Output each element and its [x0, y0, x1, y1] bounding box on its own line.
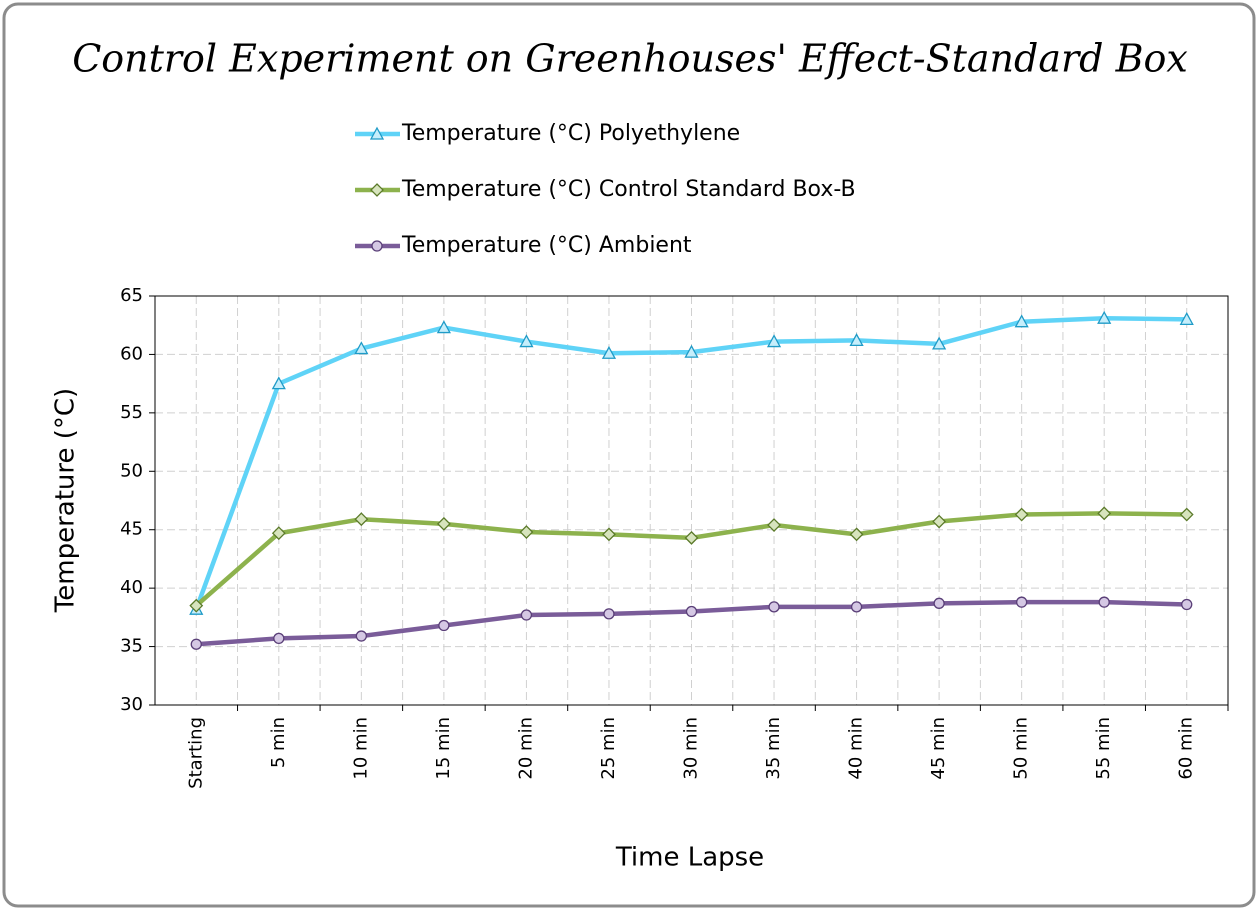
x-axis-label: Time Lapse [615, 843, 764, 873]
y-axis-label: Temperature (°C) [51, 388, 81, 613]
x-tick-label: 35 min [763, 717, 784, 780]
data-point [271, 526, 286, 541]
data-point [1097, 310, 1112, 324]
legend-marker [369, 126, 385, 140]
x-tick-label: 5 min [268, 717, 289, 768]
data-point [767, 518, 781, 532]
y-tick-label: 40 [120, 577, 143, 598]
x-tick-label: 10 min [350, 717, 371, 780]
data-point [1014, 507, 1029, 522]
x-tick-label: 15 min [433, 717, 454, 780]
data-point [189, 598, 204, 613]
data-point [768, 601, 780, 613]
x-tick-label: 25 min [598, 717, 619, 780]
data-point [849, 333, 864, 347]
y-tick-label: 60 [120, 343, 143, 364]
data-point [1179, 312, 1194, 326]
x-tick-label: 30 min [681, 717, 702, 780]
plot-border [154, 295, 1229, 706]
legend-label: Temperature (°C) Ambient [401, 233, 692, 258]
data-point [271, 376, 286, 390]
data-point [932, 514, 947, 529]
data-point [520, 609, 533, 621]
data-point [190, 638, 202, 650]
x-tick-label: 50 min [1011, 717, 1032, 780]
data-point [1014, 314, 1029, 328]
y-tick-label: 45 [120, 519, 143, 540]
data-point [519, 525, 534, 539]
data-point [273, 632, 285, 645]
data-point [354, 341, 369, 355]
data-point [933, 597, 945, 609]
legend-label: Temperature (°C) Control Standard Box-B [401, 177, 856, 202]
y-tick-label: 55 [120, 402, 143, 423]
data-point [1179, 507, 1194, 522]
data-point [603, 608, 615, 620]
x-tick-label: 45 min [928, 717, 949, 780]
x-tick-label: 60 min [1176, 717, 1197, 780]
data-point [355, 630, 367, 642]
x-tick-label: 20 min [515, 717, 536, 780]
data-point [684, 344, 699, 358]
y-tick-label: 35 [120, 636, 143, 657]
data-point [850, 601, 863, 613]
x-tick-label: 40 min [846, 717, 867, 780]
x-tick-label: Starting [185, 717, 206, 789]
data-point [1016, 596, 1028, 608]
data-point [1097, 506, 1112, 521]
legend-label: Temperature (°C) Polyethylene [401, 121, 740, 146]
data-point [849, 527, 864, 542]
data-point [519, 334, 534, 348]
data-point [932, 336, 947, 350]
data-point [354, 512, 369, 527]
x-tick-label: 55 min [1093, 717, 1114, 780]
legend-marker [370, 183, 384, 197]
data-point [436, 320, 451, 334]
chart-title: Control Experiment on Greenhouses' Effec… [72, 37, 1188, 81]
data-point [602, 527, 616, 542]
y-tick-label: 65 [120, 285, 143, 306]
data-point [436, 516, 451, 531]
data-point [1181, 598, 1193, 611]
data-point [1098, 596, 1110, 608]
data-point [438, 619, 450, 632]
data-point [766, 334, 782, 348]
data-point [684, 530, 699, 545]
data-point [601, 345, 617, 359]
legend-marker [371, 240, 383, 252]
data-point [685, 605, 698, 618]
y-tick-label: 50 [120, 460, 143, 481]
y-tick-label: 30 [120, 694, 143, 715]
